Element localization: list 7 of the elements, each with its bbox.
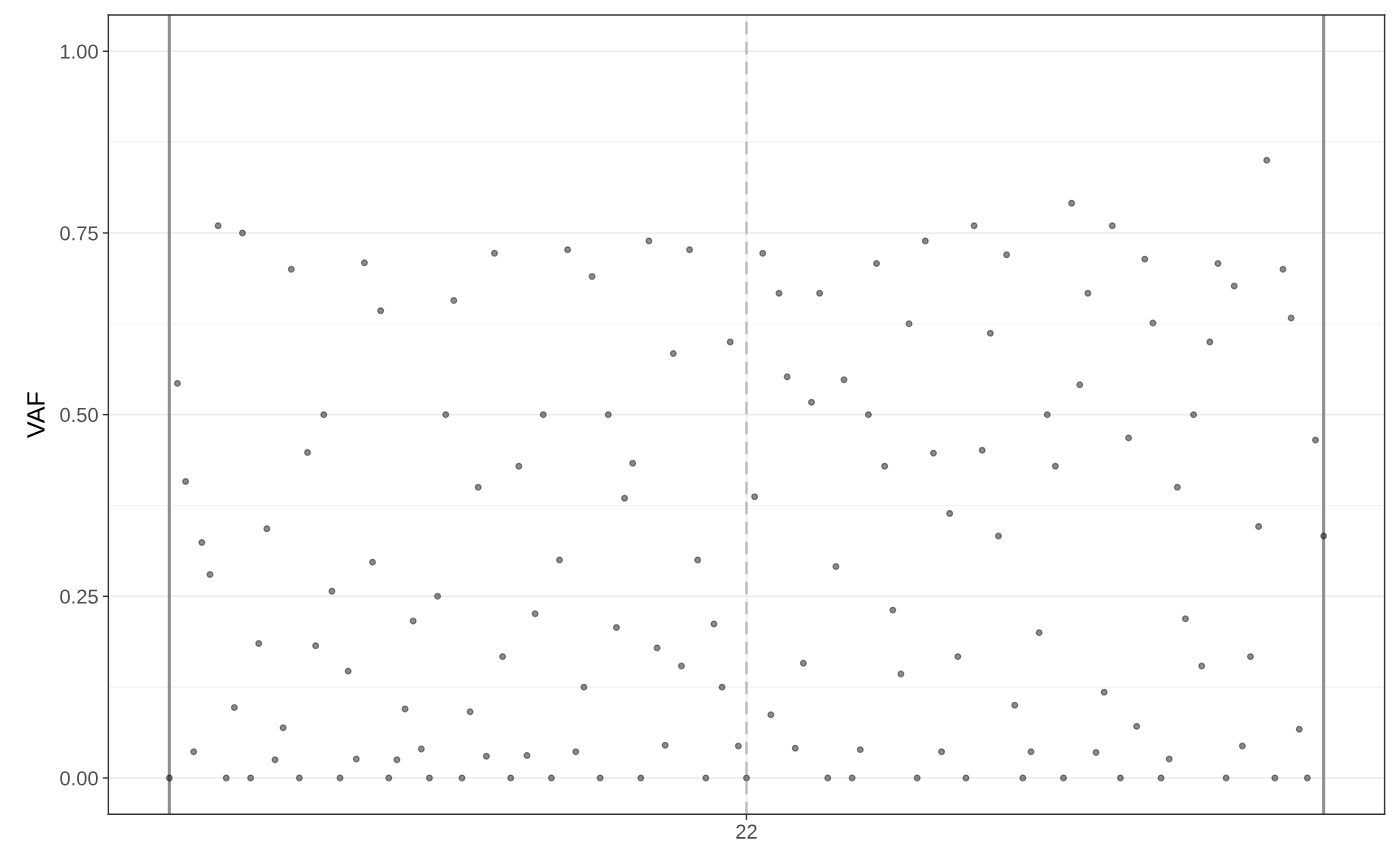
y-tick-label: 1.00	[60, 44, 98, 59]
x-tick-label: 22	[736, 824, 757, 839]
y-tick-label: 0.50	[60, 407, 98, 423]
y-axis-title: VAF	[27, 392, 45, 438]
y-tick-label: 0.75	[60, 226, 98, 241]
y-tick-label: 0.00	[60, 771, 98, 786]
y-tick-label: 0.25	[60, 589, 98, 604]
